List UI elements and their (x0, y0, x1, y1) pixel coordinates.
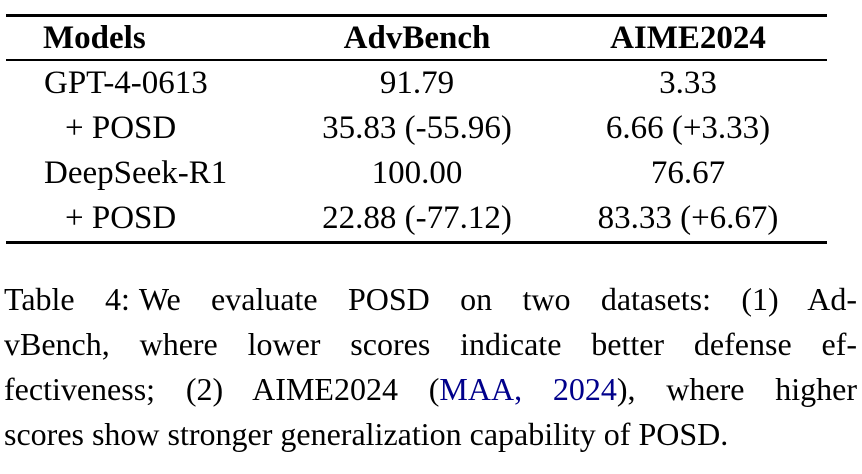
citation-link-maa-2024[interactable]: MAA, 2024 (439, 371, 617, 407)
cell-advbench: 22.88 (-77.12) (322, 200, 512, 236)
cell-advbench: 35.83 (-55.96) (322, 110, 512, 146)
column-header-models: Models (6, 15, 285, 61)
caption-text: vBench, where lower scores indicate bett… (4, 326, 857, 362)
cell-model: DeepSeek-R1 (44, 155, 228, 191)
cell-aime2024: 6.66 (+3.33) (605, 110, 771, 146)
cell-aime2024: 83.33 (+6.67) (597, 200, 779, 236)
caption-text: We evaluate POSD on two datasets: (1) Ad… (138, 281, 857, 317)
results-table-container: Models AdvBench AIME2024 GPT-4-0613 91.7… (6, 14, 827, 244)
caption-line: fectiveness; (2) AIME2024 (MAA, 2024), w… (4, 367, 857, 412)
cell-model: + POSD (65, 110, 177, 146)
cell-aime2024: 76.67 (650, 155, 726, 191)
cell-model: + POSD (65, 200, 177, 236)
table-row: GPT-4-0613 91.79 3.33 (6, 60, 827, 106)
table-row: + POSD 35.83 (-55.96) 6.66 (+3.33) (6, 106, 827, 151)
column-header-aime2024: AIME2024 (549, 15, 827, 61)
cell-advbench: 91.79 (379, 65, 455, 101)
cell-aime2024: 3.33 (659, 65, 717, 101)
column-header-advbench: AdvBench (285, 15, 549, 61)
table-row: + POSD 22.88 (-77.12) 83.33 (+6.67) (6, 196, 827, 243)
table-header-row: Models AdvBench AIME2024 (6, 15, 827, 61)
results-table: Models AdvBench AIME2024 GPT-4-0613 91.7… (6, 14, 827, 244)
caption-line: Table 4: We evaluate POSD on two datasets… (4, 277, 857, 322)
table-row: DeepSeek-R1 100.00 76.67 (6, 151, 827, 196)
cell-advbench: 100.00 (371, 155, 463, 191)
caption-label: Table 4: (4, 281, 130, 317)
caption-text: fectiveness; (2) AIME2024 ( (4, 371, 440, 407)
caption-text: scores show stronger generalization capa… (4, 416, 729, 452)
caption-text: ), where higher (616, 371, 858, 407)
caption-line: vBench, where lower scores indicate bett… (4, 322, 857, 367)
cell-model: GPT-4-0613 (44, 65, 208, 101)
table-caption: Table 4: We evaluate POSD on two datasets… (4, 277, 857, 457)
caption-line: scores show stronger generalization capa… (4, 412, 857, 457)
